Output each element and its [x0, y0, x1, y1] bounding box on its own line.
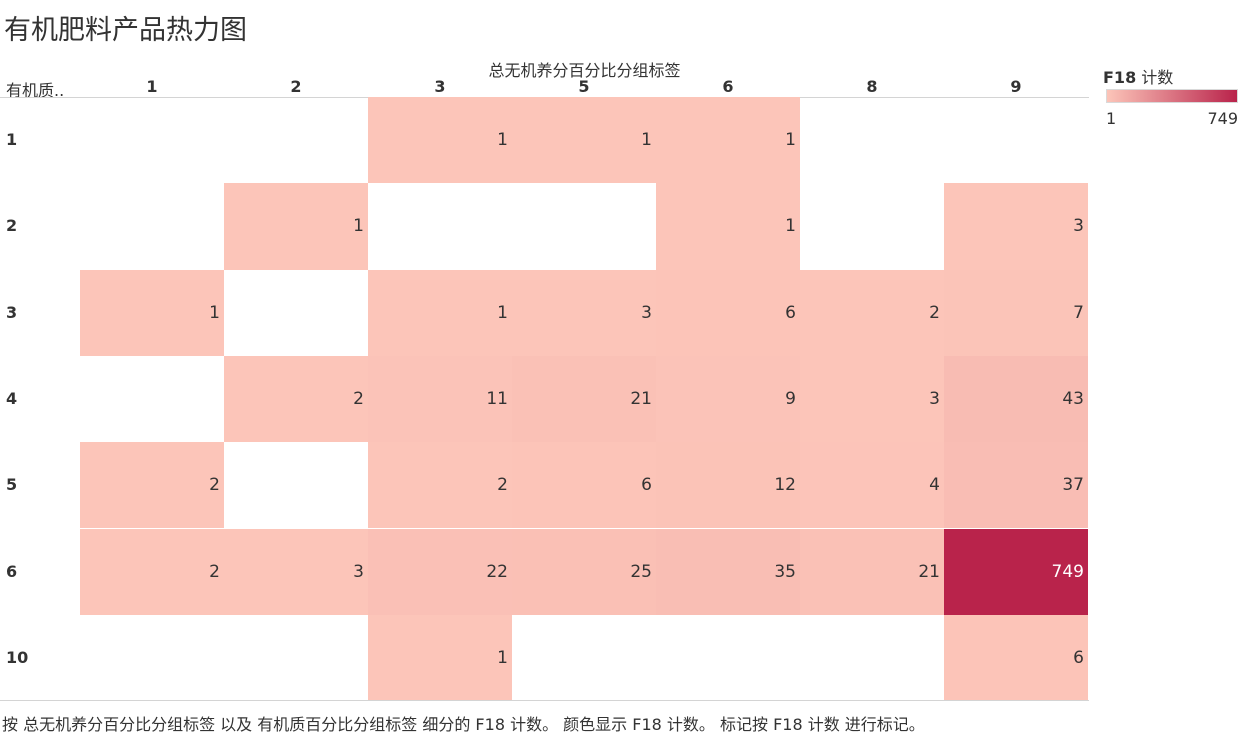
heatmap-cell[interactable]: 11 [368, 355, 512, 443]
bottom-divider [0, 700, 1089, 701]
heatmap-cell[interactable]: 25 [512, 528, 656, 615]
legend-title-field: F18 [1103, 68, 1137, 87]
heatmap-cell[interactable]: 21 [800, 528, 944, 615]
heatmap-cell[interactable]: 1 [368, 614, 512, 702]
cell-value-label: 7 [1073, 302, 1084, 323]
cell-value-label: 25 [630, 561, 652, 582]
y-tick-label: 6 [6, 561, 18, 581]
heatmap-cell[interactable]: 4 [800, 442, 944, 529]
heatmap-cell[interactable]: 1 [656, 97, 800, 184]
x-axis-title: 总无机养分百分比分组标签 [488, 61, 681, 80]
legend-max-label: 749 [1207, 109, 1238, 128]
cell-value-label: 2 [497, 475, 508, 496]
heatmap-cell[interactable]: 2 [80, 528, 224, 615]
x-tick-label: 5 [578, 77, 590, 96]
legend-color-ramp[interactable] [1106, 89, 1238, 103]
heatmap-cell[interactable]: 1 [224, 183, 368, 270]
heatmap-cell[interactable]: 2 [224, 355, 368, 443]
x-tick-label: 6 [722, 77, 734, 96]
cell-value-label: 1 [209, 302, 220, 323]
heatmap-cell[interactable]: 6 [512, 442, 656, 529]
cell-value-label: 43 [1062, 389, 1084, 410]
chart-title: 有机肥料产品热力图 [4, 15, 247, 46]
cell-value-label: 6 [785, 302, 796, 323]
cell-value-label: 6 [641, 475, 652, 496]
cell-value-label: 1 [785, 130, 796, 151]
heatmap-cell[interactable]: 2 [368, 442, 512, 529]
legend-title: F18 计数 [1103, 64, 1173, 88]
y-tick-label: 4 [6, 388, 18, 408]
cell-value-label: 35 [774, 561, 796, 582]
cell-value-label: 1 [497, 302, 508, 323]
heatmap-cell[interactable]: 3 [800, 355, 944, 443]
cell-value-label: 1 [785, 216, 796, 237]
cell-value-label: 9 [785, 389, 796, 410]
legend-min-label: 1 [1106, 109, 1117, 128]
x-tick-label: 2 [290, 77, 302, 96]
heatmap-cell[interactable]: 2 [800, 269, 944, 356]
heatmap-cell[interactable]: 1 [368, 269, 512, 356]
cell-value-label: 2 [209, 561, 220, 582]
cell-value-label: 1 [497, 647, 508, 668]
heatmap-cell[interactable]: 6 [656, 269, 800, 356]
x-tick-label: 1 [146, 77, 158, 96]
heatmap-cell[interactable]: 37 [944, 442, 1088, 529]
y-tick-label: 2 [6, 216, 18, 236]
heatmap-cell[interactable]: 1 [368, 97, 512, 184]
cell-value-label: 11 [486, 389, 508, 410]
cell-value-label: 749 [1051, 561, 1084, 582]
chart-caption: 按 总无机养分百分比分组标签 以及 有机质百分比分组标签 细分的 F18 计数。… [2, 715, 925, 734]
cell-value-label: 1 [353, 216, 364, 237]
heatmap-cell[interactable]: 749 [944, 528, 1088, 615]
cell-value-label: 22 [486, 561, 508, 582]
cell-value-label: 3 [929, 389, 940, 410]
cell-value-label: 2 [929, 302, 940, 323]
cell-value-label: 6 [1073, 647, 1084, 668]
y-tick-label: 3 [6, 302, 18, 322]
heatmap-cell[interactable]: 3 [512, 269, 656, 356]
heatmap-cell[interactable]: 3 [224, 528, 368, 615]
cell-value-label: 3 [641, 302, 652, 323]
cell-value-label: 21 [918, 561, 940, 582]
cell-value-label: 2 [353, 389, 364, 410]
x-tick-label: 9 [1010, 77, 1022, 96]
x-tick-label: 3 [434, 77, 446, 96]
legend-title-measure: 计数 [1136, 68, 1174, 87]
heatmap-cell[interactable]: 6 [944, 614, 1088, 702]
cell-value-label: 1 [641, 130, 652, 151]
y-tick-label: 5 [6, 475, 18, 495]
heatmap-cell[interactable]: 9 [656, 355, 800, 443]
heatmap-cell[interactable]: 1 [80, 269, 224, 356]
cell-value-label: 1 [497, 130, 508, 151]
heatmap-cell[interactable]: 43 [944, 355, 1088, 443]
cell-value-label: 2 [209, 475, 220, 496]
y-tick-label: 10 [6, 647, 29, 667]
heatmap-cell[interactable]: 12 [656, 442, 800, 529]
cell-value-label: 12 [774, 475, 796, 496]
y-tick-label: 1 [6, 130, 18, 149]
heatmap-cell[interactable]: 7 [944, 269, 1088, 356]
heatmap-cell[interactable]: 21 [512, 355, 656, 443]
cell-value-label: 3 [1073, 216, 1084, 237]
heatmap-cell[interactable]: 1 [512, 97, 656, 184]
cell-value-label: 37 [1062, 475, 1084, 496]
cell-value-label: 3 [353, 561, 364, 582]
cell-value-label: 21 [630, 389, 652, 410]
cell-value-label: 4 [929, 475, 940, 496]
heatmap-cell[interactable]: 35 [656, 528, 800, 615]
y-axis-title: 有机质.. [6, 81, 65, 100]
x-tick-label: 8 [866, 77, 878, 96]
heatmap-cell[interactable]: 3 [944, 183, 1088, 270]
heatmap-cell[interactable]: 2 [80, 442, 224, 529]
heatmap-cell[interactable]: 1 [656, 183, 800, 270]
heatmap-cell[interactable]: 22 [368, 528, 512, 615]
